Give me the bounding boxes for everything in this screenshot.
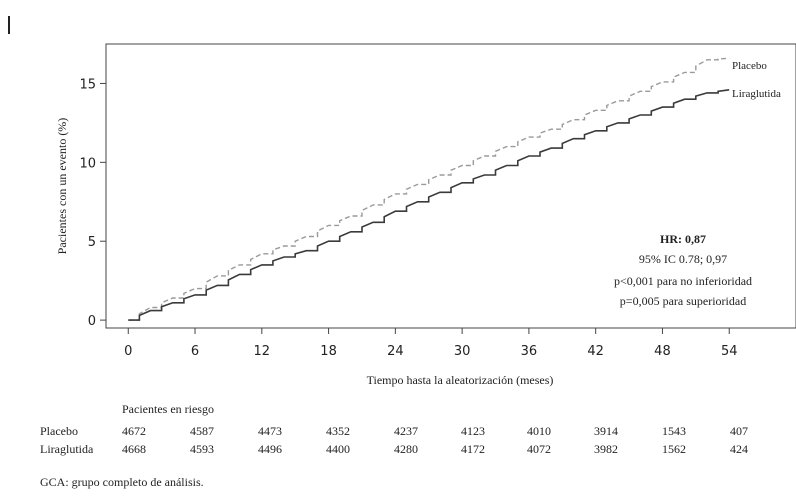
y-tick-label: 10	[79, 156, 96, 171]
y-axis-label: Pacientes con un evento (%)	[55, 118, 69, 255]
y-tick-label: 15	[79, 77, 96, 92]
x-tick-label: 48	[654, 344, 671, 359]
risk-cell: 4072	[527, 442, 551, 456]
x-tick-label: 54	[721, 344, 738, 359]
x-tick-label: 24	[387, 344, 404, 359]
risk-cell: 4587	[190, 424, 214, 438]
risk-cell: 4172	[461, 442, 485, 456]
risk-cell: 1543	[662, 424, 686, 438]
y-tick-label: 5	[88, 235, 96, 250]
annotation-p-superiority: p=0,005 para superioridad	[620, 294, 746, 308]
x-tick-label: 30	[454, 344, 471, 359]
risk-row-label-placebo: Placebo	[40, 424, 78, 438]
series-label-liraglutida: Liraglutida	[732, 88, 781, 100]
risk-cell: 407	[730, 424, 748, 438]
x-tick-label: 36	[521, 344, 538, 359]
x-tick-label: 0	[124, 344, 132, 359]
risk-cell: 3982	[594, 442, 618, 456]
x-tick-label: 18	[320, 344, 337, 359]
series-line-placebo	[128, 57, 730, 321]
risk-cell: 4280	[394, 442, 418, 456]
x-tick-label: 6	[191, 344, 199, 359]
risk-cell: 4237	[394, 424, 418, 438]
footnote: GCA: grupo completo de análisis.	[40, 475, 204, 489]
risk-table-title: Pacientes en riesgo	[122, 402, 214, 416]
plot-frame	[105, 43, 796, 329]
risk-cell: 424	[730, 442, 748, 456]
x-tick-label: 12	[254, 344, 271, 359]
cursor-mark	[8, 16, 10, 34]
series-line-liraglutida	[128, 89, 730, 321]
risk-cell: 3914	[594, 424, 618, 438]
risk-cell: 4593	[190, 442, 214, 456]
x-axis-label: Tiempo hasta la aleatorización (meses)	[367, 373, 554, 387]
risk-cell: 4352	[326, 424, 350, 438]
annotation-p-noninferiority: p<0,001 para no inferioridad	[614, 274, 752, 288]
risk-cell: 4400	[326, 442, 350, 456]
series-label-placebo: Placebo	[732, 60, 767, 72]
annotation-ci: 95% IC 0.78; 0,97	[639, 252, 727, 266]
risk-cell: 4496	[258, 442, 282, 456]
risk-cell: 4668	[122, 442, 146, 456]
risk-cell: 4123	[461, 424, 485, 438]
risk-cell: 4672	[122, 424, 146, 438]
risk-cell: 4473	[258, 424, 282, 438]
risk-cell: 4010	[527, 424, 551, 438]
annotation-hr: HR: 0,87	[660, 232, 706, 246]
risk-row-label-liraglutida: Liraglutida	[40, 442, 94, 456]
kaplan-meier-chart: 0 6 12 18 24 30 36 42 48 54 0 5 10 15 Pacientes con u…	[55, 43, 796, 387]
risk-cell: 1562	[662, 442, 686, 456]
x-tick-label: 42	[587, 344, 604, 359]
y-tick-label: 0	[88, 314, 96, 329]
